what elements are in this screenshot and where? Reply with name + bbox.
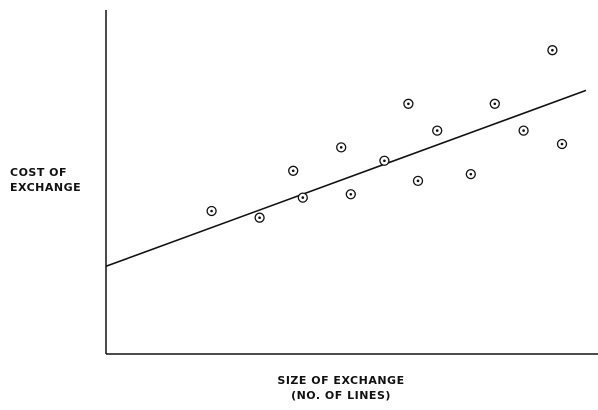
- data-point-13: [518, 125, 529, 136]
- data-point-7: [379, 155, 390, 166]
- data-point-14: [547, 45, 558, 56]
- x-axis-label-line-1: SIZE OF EXCHANGE: [277, 374, 404, 387]
- data-point-3: [288, 165, 299, 176]
- data-point-1: [206, 205, 217, 217]
- x-axis-label-line-2: (NO. OF LINES): [291, 389, 391, 402]
- data-point-11: [465, 168, 476, 180]
- data-point-6: [345, 189, 356, 200]
- data-point-8: [403, 98, 414, 109]
- data-point-2: [254, 212, 265, 223]
- data-point-15: [556, 138, 568, 150]
- y-axis-label-line-1: COST OF: [10, 166, 67, 179]
- data-point-12: [489, 98, 500, 109]
- data-point-9: [412, 175, 424, 187]
- data-point-4: [297, 192, 308, 203]
- trend-line: [105, 89, 587, 268]
- y-axis-label-line-2: EXCHANGE: [10, 181, 81, 194]
- data-point-5: [336, 142, 347, 153]
- axes: [105, 10, 598, 355]
- data-point-10: [432, 125, 443, 136]
- data-points: [206, 45, 568, 223]
